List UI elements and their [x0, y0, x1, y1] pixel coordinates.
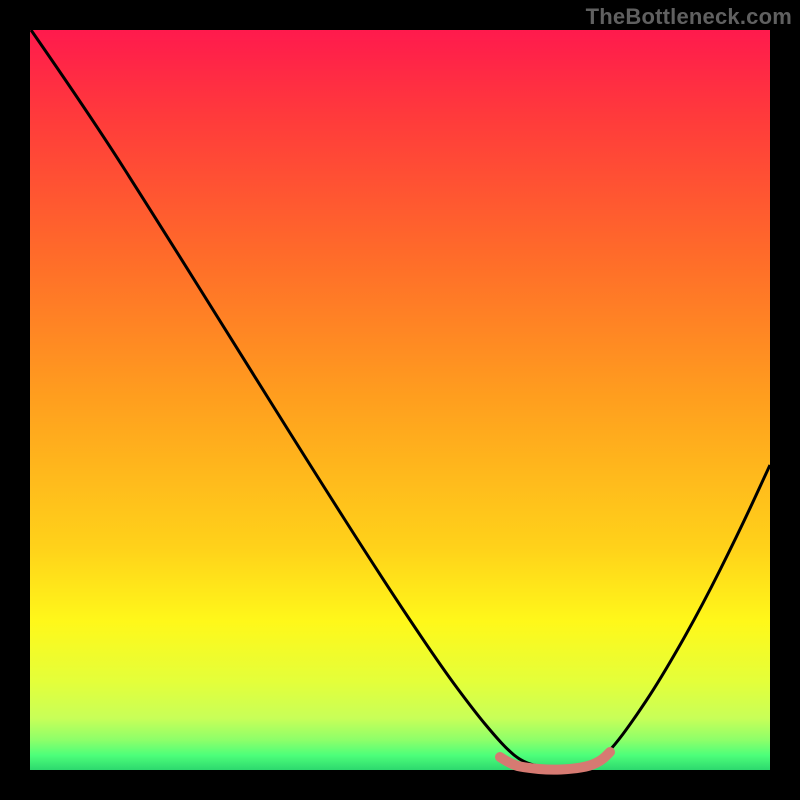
chart-stage: TheBottleneck.com	[0, 0, 800, 800]
watermark-text: TheBottleneck.com	[586, 4, 792, 30]
plot-area	[30, 30, 770, 770]
